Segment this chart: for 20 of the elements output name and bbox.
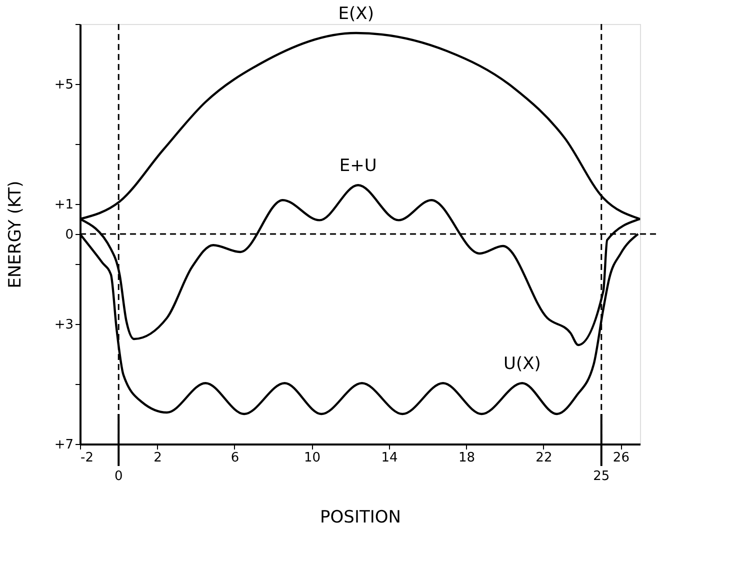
series-label: U(X) — [504, 354, 541, 374]
x-tick-label: 18 — [458, 450, 475, 466]
x-tick-label: 14 — [381, 450, 398, 466]
series-label: E(X) — [338, 4, 374, 24]
x-tick-label: 2 — [154, 450, 162, 466]
x-tick-label: 10 — [304, 450, 320, 466]
series-label: E+U — [339, 156, 377, 176]
y-tick-label: +5 — [54, 78, 74, 92]
y-tick-label: +1 — [54, 198, 74, 212]
x-tick-label: 26 — [612, 450, 630, 466]
x-tick-label: 6 — [230, 450, 240, 466]
y-tick-label: +3 — [54, 318, 74, 332]
y-tick-label: +7 — [54, 438, 74, 452]
ref-line-label: 25 — [593, 469, 610, 484]
y-axis-title: ENERGY (KT) — [5, 180, 26, 288]
x-tick-label: 22 — [536, 450, 552, 466]
x-tick-label: -2 — [80, 450, 94, 466]
x-axis-title: POSITION — [320, 508, 401, 528]
y-tick-label: 0 — [65, 228, 74, 242]
ref-line-label: 0 — [114, 469, 123, 484]
